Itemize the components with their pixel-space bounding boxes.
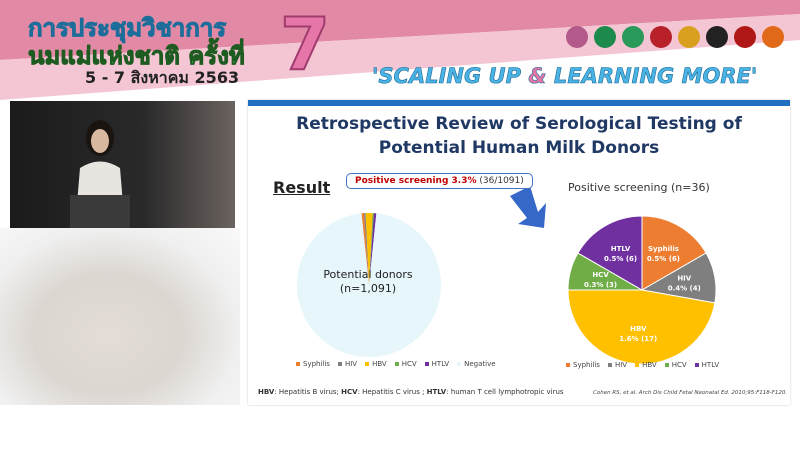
- slide-header: Retrospective Review of Serological Test…: [248, 100, 790, 168]
- pie-slice-htlv: [577, 215, 643, 291]
- legend-label: Negative: [464, 360, 496, 368]
- left-pie-center-label: Potential donors (n=1,091): [308, 268, 428, 296]
- slice-label: 0.4% (4): [668, 285, 701, 293]
- legend-swatch: [337, 362, 342, 366]
- legend-item: HIV: [337, 360, 358, 368]
- conference-title-line2: นมแม่แห่งชาติ ครั้งที่: [28, 42, 246, 71]
- sponsor-logo: [762, 26, 784, 48]
- slice-label: HCV: [592, 271, 609, 279]
- pie-charts: Syphilis 0.5% (6) HIV 0.4% (4) HBV 1.6% (17) H…: [297, 186, 717, 365]
- callout-rest: (36/1091): [476, 176, 524, 186]
- slice-label: HIV: [677, 275, 691, 283]
- pie-slice-syphilis: [361, 213, 369, 285]
- legend-swatch: [365, 362, 370, 366]
- pie-slice-hbv: [365, 213, 373, 285]
- legend-item: HTLV: [424, 360, 450, 368]
- legend-item: Syphilis: [566, 361, 600, 369]
- footnote-abbr: HTLV: [426, 388, 447, 396]
- slice-label: 0.5% (6): [604, 255, 637, 263]
- slice-label: 1.6% (17): [619, 335, 657, 343]
- legend-item: Negative: [457, 360, 496, 368]
- footnote-abbr: HCV: [341, 388, 358, 396]
- slide-title-line2: Potential Human Milk Donors: [378, 138, 660, 158]
- pie-slice-htlv: [369, 213, 377, 285]
- slogan-part1: 'SCALING UP: [372, 64, 529, 89]
- legend-label: HTLV: [701, 361, 720, 369]
- legend-label: Syphilis: [303, 360, 330, 368]
- conference-dates: 5 - 7 สิงหาคม 2563: [85, 68, 240, 87]
- legend-swatch: [664, 363, 669, 367]
- legend-swatch: [296, 362, 300, 366]
- legend-item: HCV: [394, 360, 417, 368]
- presentation-slide: Retrospective Review of Serological Test…: [248, 100, 790, 405]
- speaker-figure: [70, 120, 130, 228]
- footnote-abbr: HBV: [258, 388, 275, 396]
- legend-label: HCV: [671, 361, 687, 369]
- legend-label: HTLV: [431, 360, 450, 368]
- slice-label: HBV: [630, 325, 647, 333]
- left-pie-legend: Syphilis HIV HBV HCV HTLV Negative: [296, 360, 496, 368]
- child-photo-decoration: [0, 228, 240, 405]
- legend-label: HIV: [344, 360, 358, 368]
- citation: Cohen RS, et al. Arch Dis Child Fetal Ne…: [593, 390, 788, 396]
- result-heading: Result: [273, 178, 331, 197]
- legend-item: HBV: [365, 360, 387, 368]
- slice-label: 0.3% (3): [584, 281, 617, 289]
- footnote-text: : Hepatitis C virus ;: [357, 388, 427, 396]
- pie-slice-syphilis: [641, 215, 707, 291]
- legend-label: HBV: [372, 360, 387, 368]
- legend-item: HTLV: [694, 361, 720, 369]
- pie-slice-negative: [297, 213, 441, 357]
- slide-title-line1: Retrospective Review of Serological Test…: [296, 114, 742, 134]
- slogan-amp: &: [528, 64, 547, 89]
- slice-label: HTLV: [611, 245, 631, 253]
- legend-swatch: [424, 362, 429, 366]
- slogan-part2: LEARNING MORE': [546, 64, 758, 89]
- sponsor-logo: [706, 26, 728, 48]
- sponsor-logo: [622, 26, 644, 48]
- footnote-text: : Hepatitis B virus;: [274, 388, 342, 396]
- legend-swatch: [607, 363, 612, 367]
- sponsor-logo: [734, 26, 756, 48]
- slogan: 'SCALING UP & LEARNING MORE': [372, 64, 758, 89]
- legend-swatch: [635, 363, 640, 367]
- sponsor-logo: [566, 26, 588, 48]
- slice-label: Syphilis: [648, 245, 679, 253]
- legend-swatch: [394, 362, 399, 366]
- conference-title-line1: การประชุมวิชาการ: [27, 14, 227, 43]
- center-line1: Potential donors: [323, 268, 413, 281]
- sponsor-logos: [566, 26, 784, 48]
- positive-screening-callout: Positive screening 3.3% (36/1091): [346, 173, 533, 189]
- legend-label: HIV: [614, 361, 628, 369]
- legend-item: HCV: [664, 361, 687, 369]
- conference-number: 7: [279, 1, 331, 87]
- legend-swatch: [566, 363, 570, 367]
- legend-item: HIV: [607, 361, 628, 369]
- right-pie-title: Positive screening (n=36): [568, 181, 710, 194]
- pie-slice-hcv: [369, 213, 374, 285]
- speaker-video: [10, 101, 235, 228]
- callout-bold: Positive screening 3.3%: [355, 176, 477, 186]
- legend-label: Syphilis: [573, 361, 600, 369]
- slide-title: Retrospective Review of Serological Test…: [248, 112, 790, 160]
- slice-label: 0.5% (6): [647, 255, 680, 263]
- legend-item: Syphilis: [296, 360, 330, 368]
- abbreviation-footnote: HBV: Hepatitis B virus; HCV: Hepatitis C…: [258, 388, 564, 396]
- arrow-icon: [510, 186, 546, 228]
- sponsor-logo: [678, 26, 700, 48]
- pie-slice-hiv: [363, 213, 369, 285]
- legend-swatch: [694, 363, 699, 367]
- center-line2: (n=1,091): [339, 282, 397, 295]
- legend-label: HBV: [642, 361, 657, 369]
- legend-label: HCV: [401, 360, 417, 368]
- footnote-text: : human T cell lymphotropic virus: [446, 388, 564, 396]
- right-pie-legend: Syphilis HIV HBV HCV HTLV: [566, 361, 719, 369]
- legend-swatch: [457, 362, 462, 366]
- sponsor-logo: [650, 26, 672, 48]
- legend-item: HBV: [635, 361, 657, 369]
- sponsor-logo: [594, 26, 616, 48]
